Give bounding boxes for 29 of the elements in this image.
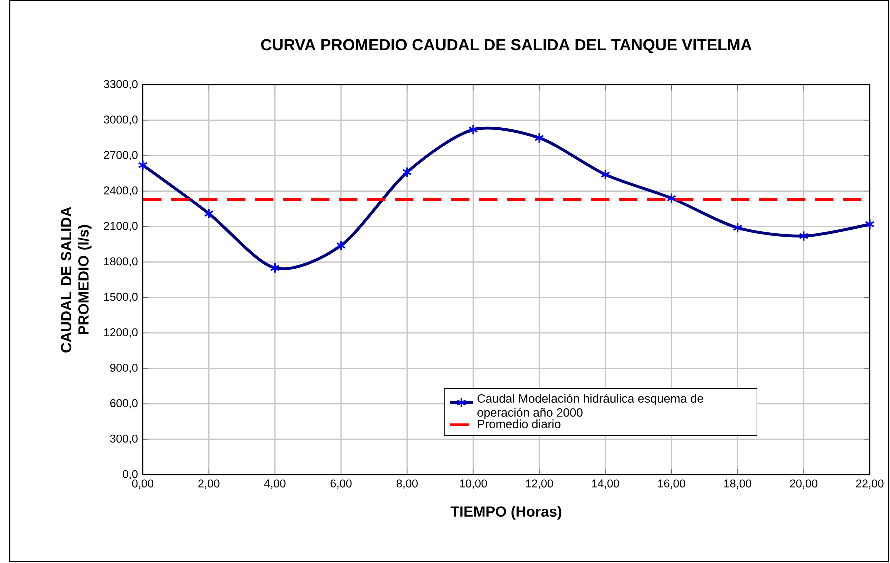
y-tick-label: 1800,0 bbox=[104, 258, 138, 267]
y-axis-title: CAUDAL DE SALIDA PROMEDIO (l/s) bbox=[61, 207, 92, 353]
y-tick-label: 1500,0 bbox=[104, 293, 138, 302]
x-tick-label: 14,00 bbox=[592, 480, 620, 490]
x-tick-label: 8,00 bbox=[396, 480, 418, 490]
y-tick-label: 2400,0 bbox=[104, 186, 138, 196]
x-tick-label: 16,00 bbox=[658, 480, 686, 490]
y-tick-label: 2100,0 bbox=[104, 222, 138, 232]
x-tick-label: 20,00 bbox=[790, 480, 818, 490]
legend-label: Caudal Modelación hidráulica esquema de operación año 2000 bbox=[478, 394, 704, 420]
y-tick-label: 2700,0 bbox=[104, 151, 138, 161]
x-tick-label: 2,00 bbox=[198, 480, 220, 490]
x-axis-title: TIEMPO (Horas) bbox=[450, 506, 562, 520]
x-tick-label: 6,00 bbox=[330, 480, 352, 490]
x-tick-label: 22,00 bbox=[856, 480, 884, 490]
x-tick-label: 10,00 bbox=[460, 480, 488, 490]
chart-title: CURVA PROMEDIO CAUDAL DE SALIDA DEL TANQUE VITELMA bbox=[261, 39, 752, 54]
x-tick-label: 4,00 bbox=[264, 480, 286, 490]
x-tick-label: 12,00 bbox=[526, 480, 554, 490]
y-tick-label: 3300,0 bbox=[104, 80, 138, 90]
legend-label: Promedio diario bbox=[478, 420, 561, 429]
y-tick-label: 3000,0 bbox=[104, 116, 138, 126]
y-tick-label: 300,0 bbox=[110, 434, 138, 444]
y-tick-label: 0,0 bbox=[122, 470, 138, 480]
y-tick-label: 900,0 bbox=[110, 364, 138, 374]
y-tick-label: 1200,0 bbox=[104, 328, 138, 338]
y-tick-label: 600,0 bbox=[110, 399, 138, 409]
x-tick-label: 0,00 bbox=[132, 480, 154, 490]
x-tick-label: 18,00 bbox=[724, 480, 752, 490]
